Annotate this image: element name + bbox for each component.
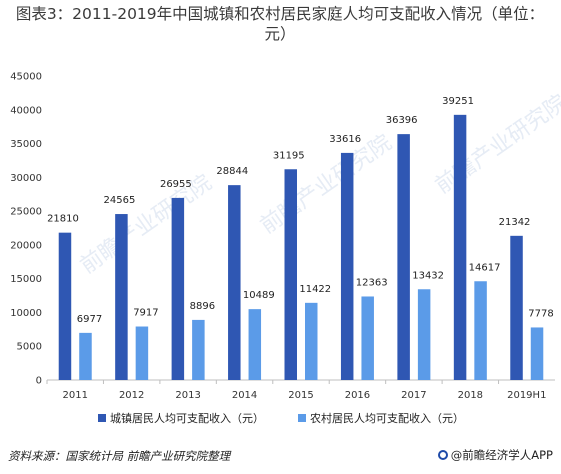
- label-urban-2018: 39251: [442, 96, 474, 107]
- label-urban-2014: 28844: [216, 166, 248, 177]
- logo-icon: [437, 450, 448, 460]
- label-rural-2014: 10489: [243, 290, 275, 301]
- legend-label-0: 城镇居民人均可支配收入（元）: [110, 411, 264, 425]
- brand-logo: @前瞻经济学人APP: [437, 447, 553, 463]
- bars: [58, 114, 544, 380]
- x-tick-0: 2011: [62, 390, 87, 401]
- label-rural-2016: 12363: [356, 277, 388, 288]
- bar-urban-2014: [228, 185, 241, 380]
- label-rural-2019H1: 7778: [528, 308, 553, 319]
- y-tick-4: 20000: [10, 240, 42, 251]
- y-tick-1: 5000: [17, 342, 42, 353]
- data-labels: 21810 6977 24565 7917 26955 8896 28844 10489 311…: [47, 96, 554, 325]
- y-tick-5: 25000: [10, 207, 42, 218]
- y-tick-2: 10000: [10, 308, 42, 319]
- label-urban-2013: 26955: [160, 179, 192, 190]
- label-rural-2011: 6977: [77, 314, 102, 325]
- label-rural-2018: 14617: [469, 262, 501, 273]
- x-axis: 2011 2012 2013 2014 2015 2016 2017 2018 2019H1: [46, 379, 555, 401]
- bar-urban-2011: [58, 232, 72, 380]
- logo-text: @前瞻经济学人APP: [450, 448, 553, 462]
- bar-rural-2016: [361, 296, 374, 380]
- legend-label-1: 农村居民人均可支配收入（元）: [310, 411, 464, 425]
- chart-title: 图表3：2011-2019年中国城镇和农村居民家庭人均可支配收入情况（单位：元）: [15, 5, 545, 43]
- y-tick-8: 40000: [10, 105, 42, 116]
- x-tick-2: 2013: [175, 390, 200, 401]
- bar-rural-2015: [305, 302, 318, 380]
- y-tick-9: 45000: [10, 72, 42, 83]
- bar-rural-2014: [248, 309, 262, 380]
- y-tick-6: 30000: [10, 173, 42, 184]
- label-urban-2017: 36396: [386, 115, 418, 126]
- legend-swatch-1: [298, 414, 306, 422]
- label-rural-2012: 7917: [133, 308, 158, 319]
- x-tick-3: 2014: [232, 390, 257, 401]
- label-urban-2019H1: 21342: [499, 217, 531, 228]
- label-rural-2017: 13432: [412, 270, 444, 281]
- watermark-1: 前瞻产业研究院: [256, 130, 397, 239]
- y-tick-7: 35000: [10, 139, 42, 150]
- bar-urban-2015: [284, 169, 297, 380]
- bar-rural-2013: [192, 319, 205, 380]
- x-tick-5: 2016: [345, 390, 370, 401]
- source-note: 资料来源：国家统计局 前瞻产业研究院整理: [8, 449, 231, 463]
- x-tick-8: 2019H1: [507, 390, 546, 401]
- y-tick-3: 15000: [10, 274, 42, 285]
- bar-rural-2011: [79, 332, 92, 380]
- label-urban-2016: 33616: [329, 134, 361, 145]
- x-tick-1: 2012: [119, 390, 144, 401]
- label-urban-2012: 24565: [104, 195, 136, 206]
- label-urban-2015: 31195: [273, 150, 305, 161]
- bar-rural-2018: [474, 281, 487, 380]
- legend: 城镇居民人均可支配收入（元） 农村居民人均可支配收入（元）: [98, 411, 464, 425]
- y-axis: 0 5000 10000 15000 20000 25000 30000 35000 40000…: [10, 72, 42, 387]
- x-tick-4: 2015: [288, 390, 313, 401]
- bar-rural-2017: [417, 289, 431, 380]
- bar-urban-2018: [453, 114, 467, 380]
- x-tick-6: 2017: [401, 390, 426, 401]
- bar-urban-2019H1: [510, 235, 523, 380]
- bar-rural-2019H1: [530, 327, 544, 380]
- bar-urban-2016: [340, 152, 354, 380]
- bar-urban-2017: [397, 134, 410, 380]
- y-tick-0: 0: [36, 376, 42, 387]
- watermark-0: 前瞻产业研究院: [76, 170, 217, 279]
- watermarks: 前瞻产业研究院 前瞻产业研究院 前瞻产业研究院: [76, 90, 561, 279]
- label-rural-2015: 11422: [299, 284, 331, 295]
- x-tick-7: 2018: [458, 390, 483, 401]
- label-rural-2013: 8896: [190, 301, 215, 312]
- bar-urban-2012: [115, 214, 128, 380]
- label-urban-2011: 21810: [47, 214, 79, 225]
- bar-urban-2013: [171, 197, 185, 380]
- bar-rural-2012: [135, 326, 149, 380]
- legend-swatch-0: [98, 414, 106, 422]
